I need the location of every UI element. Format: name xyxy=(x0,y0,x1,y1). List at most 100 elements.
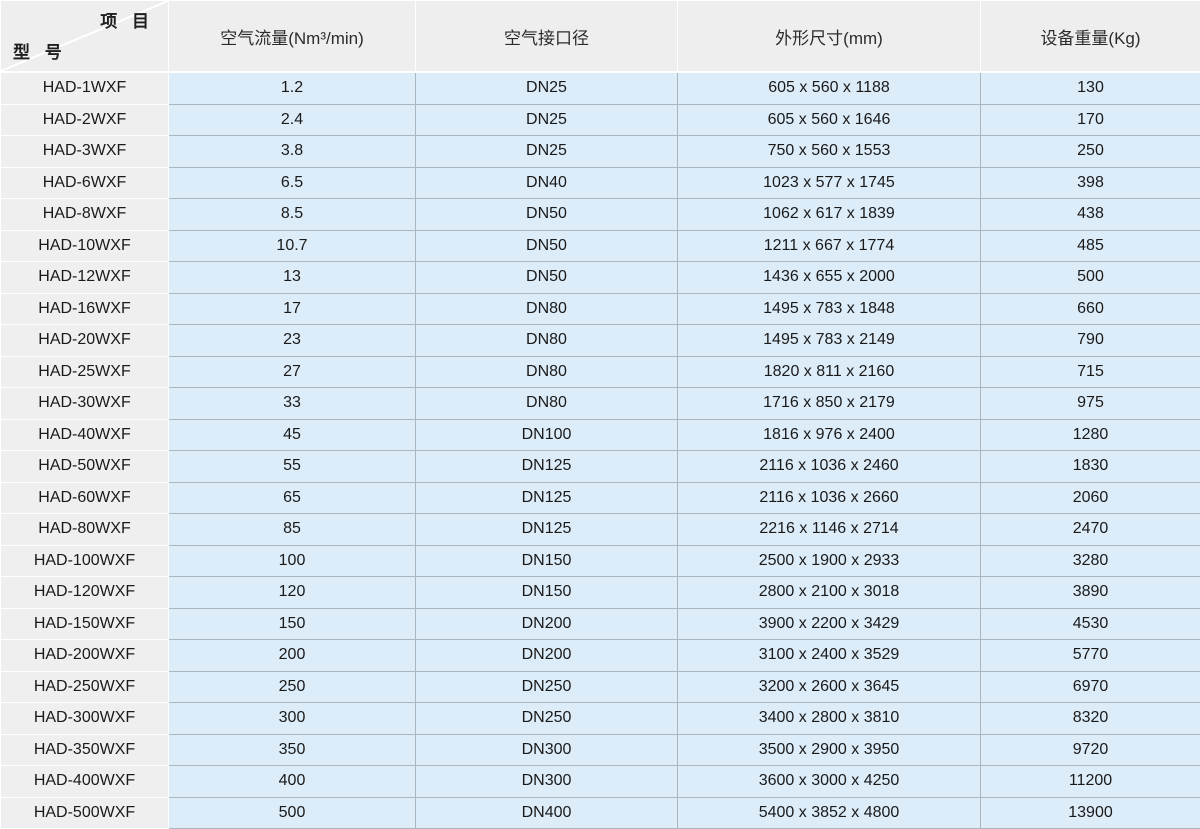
cell-dimensions: 5400 x 3852 x 4800 xyxy=(678,797,981,829)
cell-air-flow: 120 xyxy=(169,577,416,609)
cell-dimensions: 2216 x 1146 x 2714 xyxy=(678,514,981,546)
cell-weight: 5770 xyxy=(981,640,1200,672)
cell-weight: 3280 xyxy=(981,545,1200,577)
cell-dimensions: 605 x 560 x 1188 xyxy=(678,72,981,104)
cell-weight: 660 xyxy=(981,293,1200,325)
cell-dimensions: 1820 x 811 x 2160 xyxy=(678,356,981,388)
cell-weight: 438 xyxy=(981,199,1200,231)
cell-weight: 250 xyxy=(981,136,1200,168)
cell-air-flow: 1.2 xyxy=(169,72,416,104)
column-header-weight: 设备重量(Kg) xyxy=(981,1,1200,73)
cell-air-port: DN80 xyxy=(416,293,678,325)
table-header: 项 目 型 号 空气流量(Nm³/min) 空气接口径 外形尺寸(mm) 设备重… xyxy=(1,1,1200,73)
cell-weight: 1830 xyxy=(981,451,1200,483)
cell-air-flow: 27 xyxy=(169,356,416,388)
cell-dimensions: 1023 x 577 x 1745 xyxy=(678,167,981,199)
cell-dimensions: 1495 x 783 x 2149 xyxy=(678,325,981,357)
cell-weight: 8320 xyxy=(981,703,1200,735)
column-header-air-flow: 空气流量(Nm³/min) xyxy=(169,1,416,73)
cell-air-flow: 6.5 xyxy=(169,167,416,199)
cell-air-flow: 13 xyxy=(169,262,416,294)
cell-model: HAD-10WXF xyxy=(1,230,169,262)
cell-air-port: DN40 xyxy=(416,167,678,199)
cell-air-flow: 350 xyxy=(169,734,416,766)
cell-air-port: DN200 xyxy=(416,640,678,672)
cell-model: HAD-200WXF xyxy=(1,640,169,672)
cell-air-port: DN125 xyxy=(416,482,678,514)
cell-model: HAD-1WXF xyxy=(1,72,169,104)
header-row: 项 目 型 号 空气流量(Nm³/min) 空气接口径 外形尺寸(mm) 设备重… xyxy=(1,1,1200,73)
cell-dimensions: 750 x 560 x 1553 xyxy=(678,136,981,168)
cell-weight: 485 xyxy=(981,230,1200,262)
cell-air-port: DN25 xyxy=(416,136,678,168)
cell-air-flow: 150 xyxy=(169,608,416,640)
cell-weight: 13900 xyxy=(981,797,1200,829)
cell-weight: 130 xyxy=(981,72,1200,104)
cell-model: HAD-6WXF xyxy=(1,167,169,199)
cell-model: HAD-25WXF xyxy=(1,356,169,388)
cell-air-flow: 17 xyxy=(169,293,416,325)
cell-model: HAD-3WXF xyxy=(1,136,169,168)
cell-air-port: DN100 xyxy=(416,419,678,451)
cell-air-flow: 85 xyxy=(169,514,416,546)
cell-air-port: DN125 xyxy=(416,514,678,546)
cell-dimensions: 1211 x 667 x 1774 xyxy=(678,230,981,262)
cell-model: HAD-16WXF xyxy=(1,293,169,325)
cell-model: HAD-150WXF xyxy=(1,608,169,640)
cell-weight: 11200 xyxy=(981,766,1200,798)
cell-model: HAD-500WXF xyxy=(1,797,169,829)
cell-air-port: DN250 xyxy=(416,671,678,703)
cell-weight: 2060 xyxy=(981,482,1200,514)
cell-weight: 715 xyxy=(981,356,1200,388)
cell-dimensions: 2116 x 1036 x 2660 xyxy=(678,482,981,514)
cell-weight: 790 xyxy=(981,325,1200,357)
cell-weight: 170 xyxy=(981,104,1200,136)
cell-dimensions: 3400 x 2800 x 3810 xyxy=(678,703,981,735)
cell-weight: 2470 xyxy=(981,514,1200,546)
cell-air-port: DN150 xyxy=(416,577,678,609)
cell-air-port: DN80 xyxy=(416,325,678,357)
cell-dimensions: 2116 x 1036 x 2460 xyxy=(678,451,981,483)
cell-dimensions: 1716 x 850 x 2179 xyxy=(678,388,981,420)
cell-dimensions: 3600 x 3000 x 4250 xyxy=(678,766,981,798)
cell-model: HAD-300WXF xyxy=(1,703,169,735)
cell-air-port: DN50 xyxy=(416,262,678,294)
cell-air-port: DN25 xyxy=(416,104,678,136)
cell-air-port: DN200 xyxy=(416,608,678,640)
cell-dimensions: 2800 x 2100 x 3018 xyxy=(678,577,981,609)
column-header-dimensions: 外形尺寸(mm) xyxy=(678,1,981,73)
cell-air-port: DN300 xyxy=(416,734,678,766)
cell-air-flow: 10.7 xyxy=(169,230,416,262)
cell-weight: 9720 xyxy=(981,734,1200,766)
cell-dimensions: 2500 x 1900 x 2933 xyxy=(678,545,981,577)
cell-weight: 500 xyxy=(981,262,1200,294)
cell-air-flow: 200 xyxy=(169,640,416,672)
cell-air-flow: 3.8 xyxy=(169,136,416,168)
corner-model-label: 型 号 xyxy=(13,38,67,63)
cell-air-flow: 100 xyxy=(169,545,416,577)
cell-air-port: DN50 xyxy=(416,230,678,262)
cell-dimensions: 1816 x 976 x 2400 xyxy=(678,419,981,451)
cell-dimensions: 1436 x 655 x 2000 xyxy=(678,262,981,294)
cell-model: HAD-40WXF xyxy=(1,419,169,451)
cell-air-flow: 250 xyxy=(169,671,416,703)
cell-weight: 3890 xyxy=(981,577,1200,609)
cell-model: HAD-250WXF xyxy=(1,671,169,703)
cell-dimensions: 1062 x 617 x 1839 xyxy=(678,199,981,231)
cell-air-flow: 23 xyxy=(169,325,416,357)
